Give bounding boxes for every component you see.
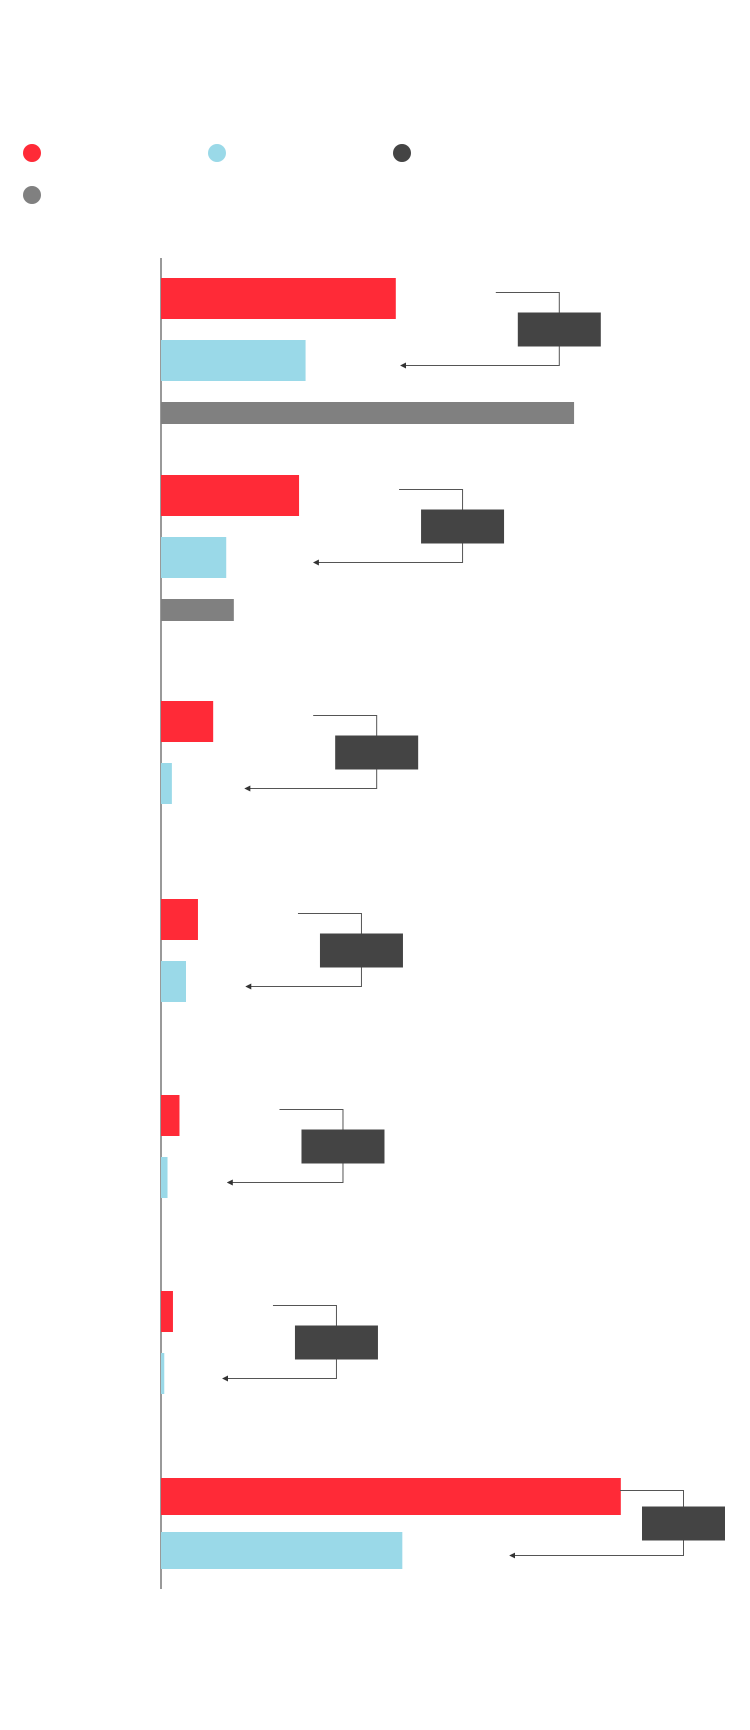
- bar: [161, 1291, 173, 1332]
- bar: [161, 402, 575, 424]
- annotation-box: [294, 1325, 378, 1360]
- annotation-box: [335, 735, 419, 770]
- legend-marker: [23, 144, 41, 162]
- bar: [161, 278, 396, 319]
- annotation-box: [642, 1506, 725, 1541]
- legend-marker: [23, 186, 41, 204]
- bar: [161, 1157, 168, 1198]
- annotation-box: [319, 933, 403, 968]
- bar: [161, 961, 187, 1002]
- legend-marker: [208, 144, 226, 162]
- bar: [161, 701, 214, 742]
- bar: [161, 475, 300, 516]
- legend-marker: [393, 144, 411, 162]
- bar: [161, 763, 172, 804]
- bar: [161, 537, 227, 578]
- bar: [161, 340, 306, 381]
- bar: [161, 1095, 180, 1136]
- bar: [161, 1478, 621, 1515]
- annotation-box: [301, 1129, 385, 1164]
- bar: [161, 899, 198, 940]
- bar: [161, 1353, 165, 1394]
- bar: [161, 599, 234, 621]
- bar: [161, 1532, 403, 1569]
- annotation-box: [421, 509, 505, 544]
- annotation-box: [517, 312, 601, 347]
